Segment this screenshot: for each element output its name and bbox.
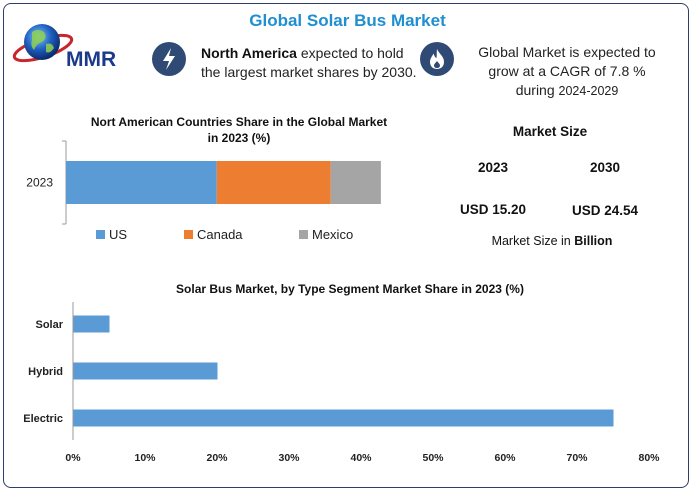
- north-america-info: North America expected to hold the large…: [201, 44, 417, 82]
- cagr-info: Global Market is expected to grow at a C…: [468, 43, 666, 101]
- market-size-value-2030: USD 24.54: [571, 203, 639, 218]
- chart2-x-tick-label: 0%: [65, 452, 81, 464]
- chart2-x-tick-label: 60%: [494, 452, 516, 464]
- logo-text: MMR: [66, 48, 116, 71]
- infographic-frame: [3, 3, 689, 488]
- chart2-category-label: Electric: [23, 413, 63, 425]
- chart1-title: Nort American Countries Share in the Glo…: [60, 114, 418, 146]
- flame-icon-badge: [420, 42, 454, 76]
- bolt-icon: [163, 48, 175, 70]
- chart2-bar-solar: [73, 315, 110, 333]
- cagr-line2: grow at a CAGR of 7.8 %: [488, 63, 646, 79]
- chart1-title-line1: Nort American Countries Share in the Glo…: [90, 115, 388, 129]
- market-size-unit-prefix: Market Size in: [491, 234, 575, 248]
- chart1-legend-label-canada: Canada: [197, 227, 243, 242]
- chart1-bar-mexico: [330, 161, 381, 204]
- market-size-year-2023: 2023: [477, 160, 509, 175]
- chart1-bar-canada: [216, 161, 331, 204]
- chart2-x-tick-label: 40%: [350, 452, 372, 464]
- chart2-x-tick-label: 10%: [134, 452, 156, 464]
- chart1-category-label: 2023: [26, 176, 53, 190]
- chart2-x-tick-label: 80%: [638, 452, 660, 464]
- chart1-title-line2: in 2023 (%): [207, 131, 271, 145]
- chart2-x-tick-label: 70%: [566, 452, 588, 464]
- chart1-legend-swatch-mexico: [299, 230, 308, 239]
- chart1-legend-swatch-us: [96, 230, 105, 239]
- info1-line2: the largest market shares by 2030.: [201, 64, 417, 80]
- chart2-bar-hybrid: [73, 362, 218, 380]
- bolt-icon-badge: [152, 42, 186, 76]
- cagr-period: 2024-2029: [558, 84, 619, 98]
- chart2-x-tick-label: 50%: [422, 452, 444, 464]
- market-size-unit: Market Size in Billion: [470, 234, 634, 248]
- cagr-line3-prefix: during: [515, 82, 559, 98]
- market-size-title: Market Size: [512, 124, 588, 139]
- chart1-legend-swatch-canada: [184, 230, 193, 239]
- market-size-year-2030: 2030: [589, 160, 621, 175]
- market-size-value-2023: USD 15.20: [459, 202, 527, 217]
- chart1-bar-us: [66, 161, 217, 204]
- chart2-x-tick-label: 20%: [206, 452, 228, 464]
- chart2-category-label: Solar: [35, 319, 63, 331]
- chart1-legend-label-mexico: Mexico: [312, 227, 353, 242]
- info1-line1-rest: expected to hold: [296, 45, 404, 61]
- chart2-bar-electric: [73, 409, 614, 427]
- mmr-logo: MMR: [12, 24, 116, 71]
- cagr-line1: Global Market is expected to: [478, 44, 656, 60]
- region-name: North America: [201, 45, 297, 61]
- chart2-title: Solar Bus Market, by Type Segment Market…: [176, 282, 524, 296]
- page-title: Global Solar Bus Market: [249, 11, 446, 30]
- chart2-x-tick-label: 30%: [278, 452, 300, 464]
- market-size-unit-bold: Billion: [574, 234, 613, 248]
- chart2-category-label: Hybrid: [28, 366, 63, 378]
- chart1-legend-label-us: US: [109, 227, 127, 242]
- flame-icon: [430, 49, 444, 69]
